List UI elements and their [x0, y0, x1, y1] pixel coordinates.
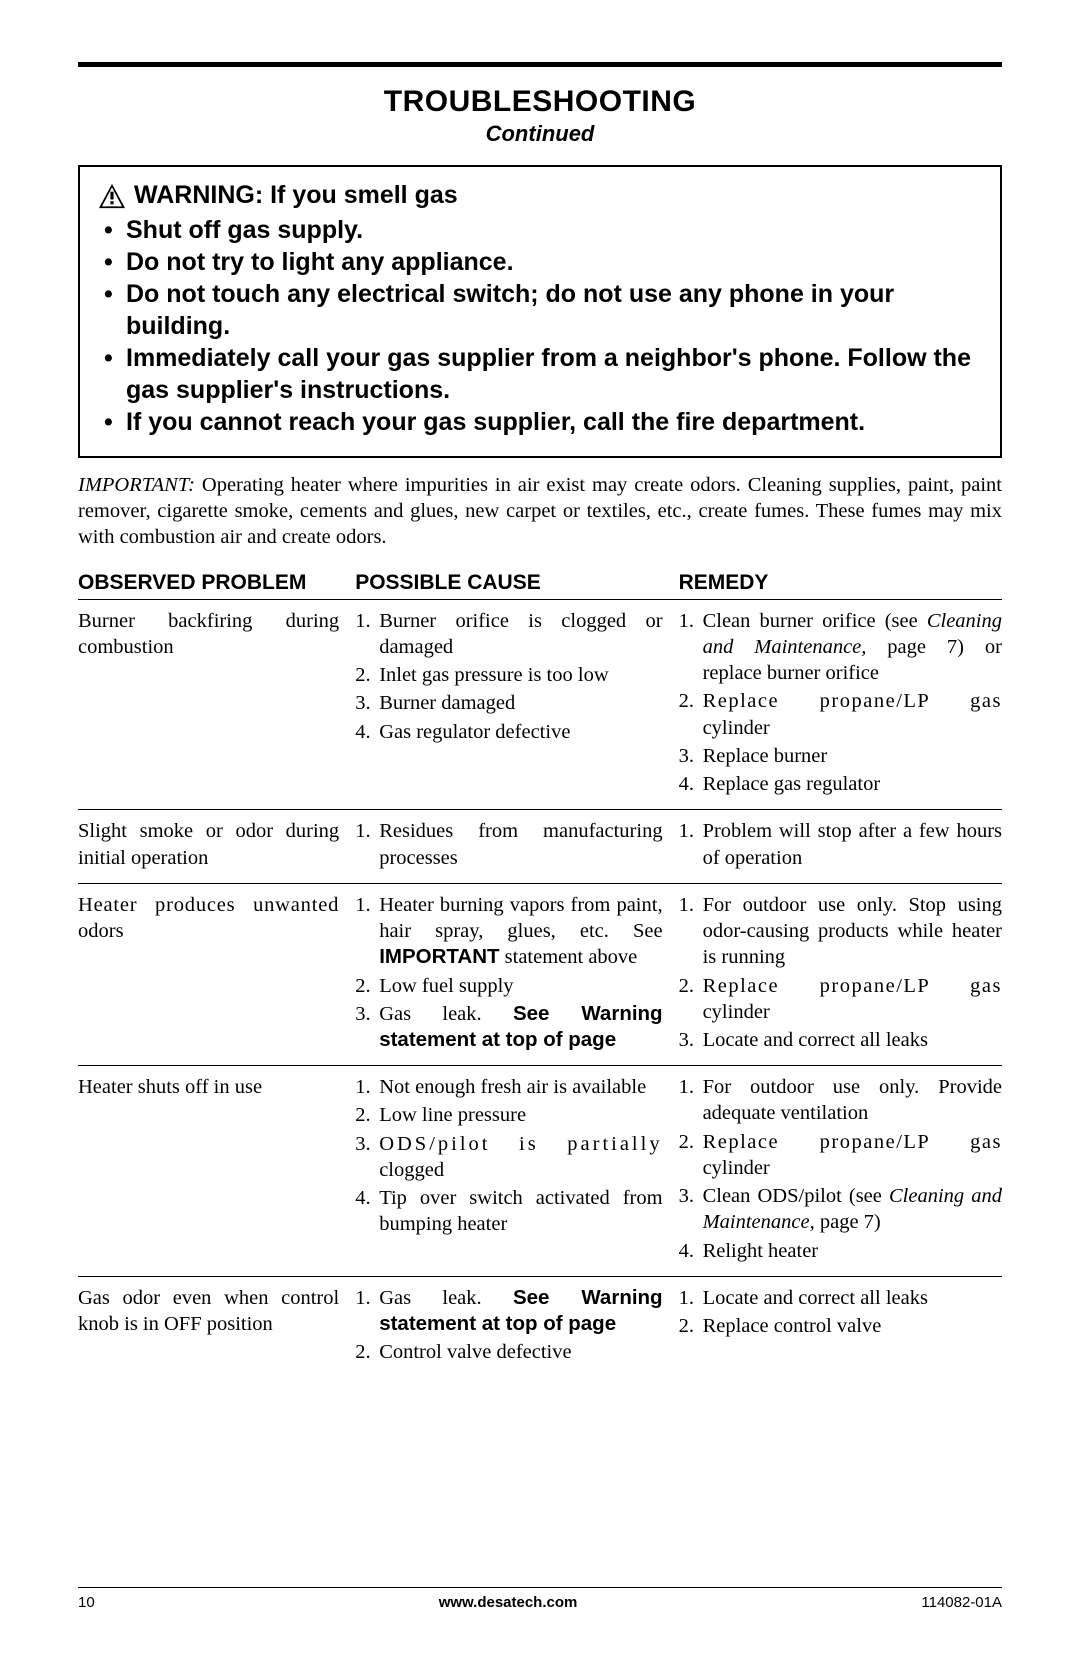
remedy-item: 2.Replace control valve	[679, 1313, 1002, 1339]
cause-item: 2.Inlet gas pressure is too low	[355, 662, 662, 688]
warning-list: Shut off gas supply. Do not try to light…	[98, 214, 982, 438]
remedy-item: 1.Locate and correct all leaks	[679, 1285, 1002, 1311]
important-text: Operating heater where impurities in air…	[78, 474, 1002, 548]
warning-item: Shut off gas supply.	[104, 214, 982, 246]
remedy-item: 2.Replace propane/LP gas cylinder	[679, 1129, 1002, 1181]
observed-problem: Burner backfiring during combustion	[78, 599, 355, 810]
footer-doc-number: 114082-01A	[921, 1594, 1002, 1611]
remedy: 1.Clean burner orifice (see Cleaning and…	[679, 599, 1002, 810]
possible-cause: 1.Burner orifice is clogged or damaged2.…	[355, 599, 678, 810]
remedy-item: 2.Replace propane/LP gas cylinder	[679, 973, 1002, 1025]
remedy-item: 2.Replace propane/LP gas cylinder	[679, 688, 1002, 740]
table-row: Gas odor even when control knob is in OF…	[78, 1276, 1002, 1377]
warning-item: Immediately call your gas supplier from …	[104, 342, 982, 406]
observed-problem: Slight smoke or odor during initial oper…	[78, 810, 355, 883]
warning-box: WARNING: If you smell gas Shut off gas s…	[78, 165, 1002, 458]
footer-page-number: 10	[78, 1594, 95, 1611]
cause-item: 2.Low fuel supply	[355, 973, 662, 999]
col-header-cause: POSSIBLE CAUSE	[355, 571, 678, 600]
remedy-item: 1.For outdoor use only. Stop using odor-…	[679, 892, 1002, 971]
remedy-item: 4.Relight heater	[679, 1238, 1002, 1264]
table-row: Burner backfiring during combustion1.Bur…	[78, 599, 1002, 810]
remedy-item: 1.Clean burner orifice (see Cleaning and…	[679, 608, 1002, 687]
page-heading: TROUBLESHOOTING	[78, 85, 1002, 119]
footer-url: www.desatech.com	[439, 1594, 578, 1611]
remedy-item: 3.Clean ODS/pilot (see Cleaning and Main…	[679, 1183, 1002, 1235]
table-body: Burner backfiring during combustion1.Bur…	[78, 599, 1002, 1377]
possible-cause: 1.Not enough fresh air is available2.Low…	[355, 1066, 678, 1277]
cause-item: 1.Not enough fresh air is available	[355, 1074, 662, 1100]
cause-item: 3.Burner damaged	[355, 690, 662, 716]
cause-item: 2.Low line pressure	[355, 1102, 662, 1128]
cause-item: 4.Tip over switch activated from bumping…	[355, 1185, 662, 1237]
page-footer: 10 www.desatech.com 114082-01A	[78, 1587, 1002, 1611]
footer-rule	[78, 1587, 1002, 1588]
cause-item: 3.Gas leak. See Warning statement at top…	[355, 1001, 662, 1053]
table-row: Slight smoke or odor during initial oper…	[78, 810, 1002, 883]
remedy: 1.For outdoor use only. Provide adequate…	[679, 1066, 1002, 1277]
cause-item: 2.Control valve defective	[355, 1339, 662, 1365]
top-rule	[78, 62, 1002, 67]
possible-cause: 1.Gas leak. See Warning statement at top…	[355, 1276, 678, 1377]
observed-problem: Heater produces unwanted odors	[78, 883, 355, 1065]
table-row: Heater produces unwanted odors1.Heater b…	[78, 883, 1002, 1065]
important-label: IMPORTANT:	[78, 474, 195, 496]
continued-label: Continued	[78, 121, 1002, 147]
cause-item: 4.Gas regulator defective	[355, 719, 662, 745]
cause-item: 1.Burner orifice is clogged or damaged	[355, 608, 662, 660]
remedy-item: 1.For outdoor use only. Provide adequate…	[679, 1074, 1002, 1126]
warning-title-line: WARNING: If you smell gas	[98, 181, 982, 210]
remedy-item: 1.Problem will stop after a few hours of…	[679, 818, 1002, 870]
remedy: 1.Problem will stop after a few hours of…	[679, 810, 1002, 883]
important-paragraph: IMPORTANT: Operating heater where impuri…	[78, 472, 1002, 551]
remedy-item: 3.Replace burner	[679, 743, 1002, 769]
cause-item: 1.Gas leak. See Warning statement at top…	[355, 1285, 662, 1337]
warning-item: Do not touch any electrical switch; do n…	[104, 278, 982, 342]
remedy: 1.For outdoor use only. Stop using odor-…	[679, 883, 1002, 1065]
possible-cause: 1.Residues from manufacturing processes	[355, 810, 678, 883]
troubleshooting-table: OBSERVED PROBLEM POSSIBLE CAUSE REMEDY B…	[78, 571, 1002, 1378]
observed-problem: Heater shuts off in use	[78, 1066, 355, 1277]
remedy: 1.Locate and correct all leaks2.Replace …	[679, 1276, 1002, 1377]
possible-cause: 1.Heater burning vapors from paint, hair…	[355, 883, 678, 1065]
warning-triangle-icon	[98, 183, 126, 209]
table-row: Heater shuts off in use1.Not enough fres…	[78, 1066, 1002, 1277]
warning-item: If you cannot reach your gas supplier, c…	[104, 406, 982, 438]
cause-item: 1.Heater burning vapors from paint, hair…	[355, 892, 662, 971]
warning-title: WARNING: If you smell gas	[134, 181, 458, 210]
cause-item: 3.ODS/pilot is partially clogged	[355, 1131, 662, 1183]
cause-item: 1.Residues from manufacturing processes	[355, 818, 662, 870]
observed-problem: Gas odor even when control knob is in OF…	[78, 1276, 355, 1377]
warning-item: Do not try to light any appliance.	[104, 246, 982, 278]
col-header-remedy: REMEDY	[679, 571, 1002, 600]
remedy-item: 3.Locate and correct all leaks	[679, 1027, 1002, 1053]
remedy-item: 4.Replace gas regulator	[679, 771, 1002, 797]
col-header-problem: OBSERVED PROBLEM	[78, 571, 355, 600]
